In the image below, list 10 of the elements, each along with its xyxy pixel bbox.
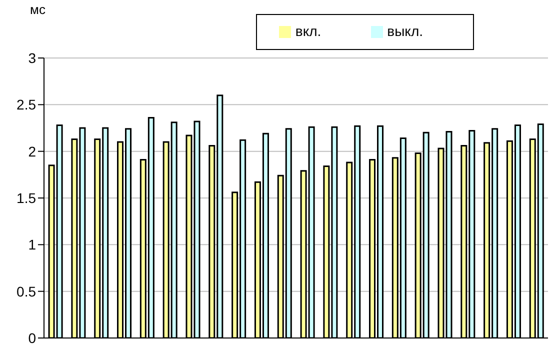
y-tick-label: 3 [28, 50, 36, 66]
y-tick-label: 0 [28, 330, 36, 344]
y-tick-label: 0.5 [16, 283, 36, 300]
y-tick-label: 1.5 [16, 190, 36, 206]
legend-label: вкл. [295, 23, 322, 39]
legend-label: выкл. [387, 23, 423, 39]
y-axis-title: мс [30, 2, 46, 17]
y-tick-label: 2.5 [16, 96, 36, 113]
y-tick-label: 1 [28, 236, 36, 253]
y-tick-label: 2 [28, 143, 36, 160]
